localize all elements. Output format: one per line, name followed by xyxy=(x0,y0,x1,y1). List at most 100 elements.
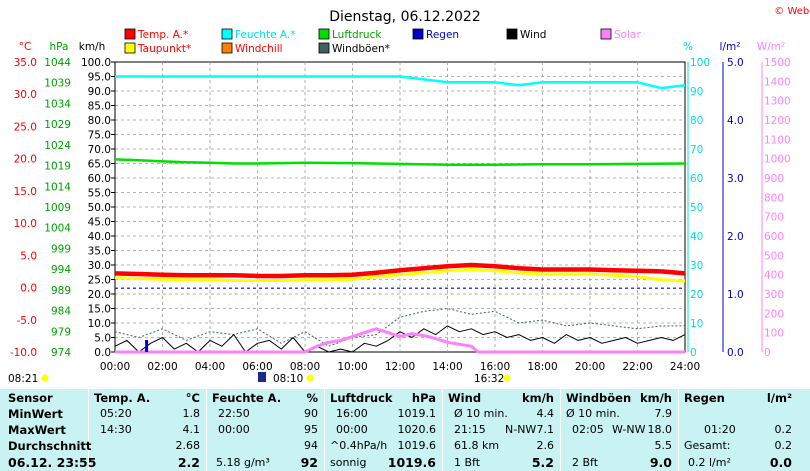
tick-label-solar: 1200 xyxy=(764,115,791,127)
wind-max: 7.1 xyxy=(536,423,555,436)
rain-max-time: 01:20 xyxy=(704,423,736,436)
tick-label-wind: 85.0 xyxy=(88,101,111,113)
x-tick-label: 04:00 xyxy=(195,361,225,373)
sun-icon xyxy=(306,374,314,382)
tick-label-solar: 1100 xyxy=(764,134,791,146)
tick-label-wind: 65.0 xyxy=(88,159,111,171)
row-label-min: MinWert xyxy=(8,407,63,421)
legend-label: Windböen* xyxy=(332,43,390,55)
chart-title: Dienstag, 06.12.2022 xyxy=(329,9,480,25)
humidity-max: 95 xyxy=(304,423,318,436)
pressure-min-time: 16:00 xyxy=(336,407,368,420)
temp-min: 1.8 xyxy=(182,407,201,420)
humidity-min-time: 22:50 xyxy=(218,407,250,420)
tick-label-wind: 10.0 xyxy=(88,318,111,330)
tick-label-temp: 0.0 xyxy=(20,283,37,295)
tick-label-humidity: 0 xyxy=(690,347,697,359)
tick-label-solar: 700 xyxy=(764,212,784,224)
legend-swatch xyxy=(318,28,330,40)
axis-unit-temp: °C xyxy=(19,41,32,53)
tick-label-wind: 0.0 xyxy=(94,347,111,359)
axis-unit-rain: l/m² xyxy=(720,41,741,53)
sun-icon xyxy=(41,374,49,382)
legend-swatch xyxy=(221,42,233,54)
header-gust-unit: km/h xyxy=(639,391,672,405)
tick-label-wind: 40.0 xyxy=(88,231,111,243)
header-humidity: Feuchte A. xyxy=(212,391,282,405)
tick-label-wind: 55.0 xyxy=(88,188,111,200)
tick-label-wind: 80.0 xyxy=(88,115,111,127)
tick-label-pressure: 1029 xyxy=(44,119,71,131)
wind-current: 5.2 xyxy=(531,455,554,470)
series-line-tempa xyxy=(114,262,686,279)
gust-beaufort: 2 Bft xyxy=(572,456,599,469)
column-divider xyxy=(678,389,679,471)
tick-label-rain: 0.0 xyxy=(727,347,744,359)
tick-label-pressure: 989 xyxy=(51,285,71,297)
pressure-min: 1019.1 xyxy=(397,407,437,420)
legend-swatch xyxy=(318,42,330,54)
wind-average: 2.6 xyxy=(536,439,555,452)
series-line-taupunkt xyxy=(114,268,686,283)
wind-min: 4.4 xyxy=(536,407,555,420)
header-pressure: Luftdruck xyxy=(330,391,393,405)
gust-max: 18.0 xyxy=(647,423,673,436)
series-line-windben xyxy=(114,308,685,347)
copyright-label: © Weber Mike xyxy=(774,6,810,17)
gust-average: 5.5 xyxy=(654,439,673,452)
tick-label-humidity: 70 xyxy=(690,144,703,156)
x-tick-label: 18:00 xyxy=(527,361,557,373)
tick-label-solar: 300 xyxy=(764,289,784,301)
tick-label-humidity: 100 xyxy=(690,57,710,69)
axis-unit-humidity: % xyxy=(683,41,693,53)
tick-label-humidity: 50 xyxy=(690,202,703,214)
tick-label-solar: 1500 xyxy=(764,57,791,69)
gust-max-direction: W-NW xyxy=(612,423,646,436)
tick-label-humidity: 80 xyxy=(690,115,703,127)
tick-label-pressure: 1009 xyxy=(44,202,71,214)
legend-label: Taupunkt* xyxy=(137,43,191,55)
x-tick-label: 00:00 xyxy=(100,361,130,373)
series-line-luftdruck xyxy=(114,158,686,166)
tick-label-wind: 15.0 xyxy=(88,304,111,316)
wind-max-direction: N-NW xyxy=(505,423,537,436)
tick-label-temp: 30.0 xyxy=(14,89,37,101)
tick-label-solar: 800 xyxy=(764,192,784,204)
humidity-max-time: 00:00 xyxy=(218,423,250,436)
tick-label-humidity: 60 xyxy=(690,173,703,185)
series-line-solar xyxy=(115,327,685,354)
tick-label-pressure: 1004 xyxy=(44,223,71,235)
wind-max-time: 21:15 xyxy=(454,423,486,436)
header-sensor: Sensor xyxy=(8,391,53,405)
header-wind: Wind xyxy=(448,391,482,405)
header-pressure-unit: hPa xyxy=(411,391,436,405)
temp-min-time: 05:20 xyxy=(100,407,132,420)
gust-current: 9.0 xyxy=(649,455,672,470)
x-tick-label: 06:00 xyxy=(242,361,272,373)
x-tick-label: 14:00 xyxy=(432,361,462,373)
legend-label: Temp. A.* xyxy=(137,29,188,41)
legend-swatch xyxy=(412,28,424,40)
x-tick-label: 20:00 xyxy=(575,361,605,373)
header-temp: Temp. A. xyxy=(94,391,151,405)
tick-label-wind: 60.0 xyxy=(88,173,111,185)
tick-label-wind: 35.0 xyxy=(88,246,111,258)
tick-label-solar: 1400 xyxy=(764,76,791,88)
legend-label: Solar xyxy=(614,29,641,41)
tick-label-temp: -5.0 xyxy=(17,315,38,327)
tick-label-wind: 25.0 xyxy=(88,275,111,287)
column-divider xyxy=(324,389,325,471)
row-label-average: Durchschnitt xyxy=(8,439,92,453)
humidity-average: 94 xyxy=(304,439,318,452)
legend-label: Windchill xyxy=(235,43,283,55)
temp-current: 2.2 xyxy=(177,455,200,470)
axis-unit-solar: W/m² xyxy=(757,41,785,53)
gust-min: 7.9 xyxy=(654,407,673,420)
tick-label-solar: 100 xyxy=(764,328,784,340)
x-tick-label: 22:00 xyxy=(622,361,652,373)
tick-label-pressure: 994 xyxy=(51,264,71,276)
tick-label-wind: 30.0 xyxy=(88,260,111,272)
tick-label-wind: 95.0 xyxy=(88,72,111,84)
x-tick-label: 02:00 xyxy=(147,361,177,373)
sunset-label: 16:32 xyxy=(474,373,504,385)
